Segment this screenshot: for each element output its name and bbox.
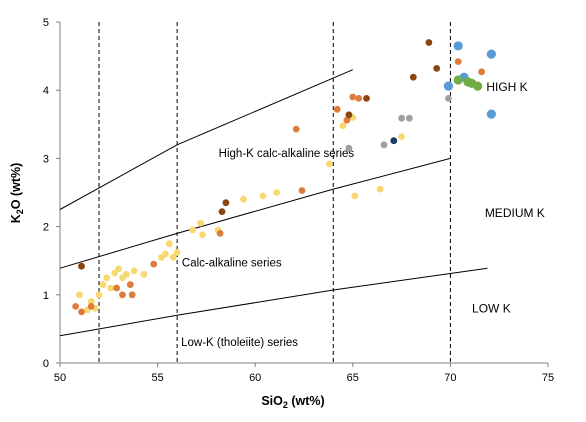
x-tick-label: 70 bbox=[444, 372, 456, 384]
data-point bbox=[406, 114, 413, 122]
data-point bbox=[273, 189, 281, 196]
data-point bbox=[453, 41, 463, 51]
data-point bbox=[454, 58, 462, 65]
data-point bbox=[333, 105, 341, 113]
data-point bbox=[216, 230, 224, 237]
data-point bbox=[107, 284, 115, 292]
data-point bbox=[445, 95, 452, 102]
data-point bbox=[398, 114, 405, 122]
annotation-label: LOW K bbox=[472, 301, 511, 315]
data-point bbox=[140, 270, 148, 278]
data-point bbox=[119, 291, 126, 299]
data-point bbox=[128, 291, 136, 299]
data-point bbox=[76, 291, 83, 299]
data-point bbox=[197, 219, 204, 227]
data-point bbox=[390, 137, 398, 145]
data-point bbox=[298, 187, 306, 194]
annotation-label: Low-K (tholeiite) series bbox=[181, 337, 298, 349]
y-tick-label: 0 bbox=[43, 358, 49, 370]
annotations: High-K calc-alkaline series Calc-alkaline… bbox=[181, 80, 545, 349]
data-point bbox=[292, 125, 300, 133]
boundary-line bbox=[59, 69, 353, 210]
data-point bbox=[345, 111, 353, 119]
data-point bbox=[78, 308, 85, 316]
annotation-label: Calc-alkaline series bbox=[182, 258, 282, 270]
data-point bbox=[355, 95, 363, 102]
tick-labels: 50 55 60 65 70 75 0 1 2 3 4 5 bbox=[43, 17, 554, 384]
y-axis-title: K2O (wt%) bbox=[9, 163, 25, 224]
data-point bbox=[380, 141, 388, 149]
data-point bbox=[123, 270, 130, 278]
y-tick-label: 2 bbox=[43, 222, 49, 234]
boundary-lines bbox=[59, 69, 488, 337]
boundary-line bbox=[59, 157, 451, 269]
data-point bbox=[87, 303, 95, 310]
data-point bbox=[409, 73, 417, 81]
data-point bbox=[130, 267, 138, 275]
x-tick-label: 75 bbox=[542, 372, 554, 384]
data-point bbox=[95, 291, 103, 299]
data-point bbox=[398, 133, 405, 141]
data-point bbox=[126, 281, 134, 288]
data-point bbox=[199, 231, 206, 239]
data-point bbox=[343, 116, 351, 124]
series-dividers bbox=[98, 22, 451, 363]
x-tick-label: 60 bbox=[249, 372, 261, 384]
data-point bbox=[189, 226, 197, 234]
data-point bbox=[72, 303, 79, 310]
data-point bbox=[473, 81, 483, 91]
data-point bbox=[345, 144, 353, 152]
data-point bbox=[240, 195, 247, 203]
data-point bbox=[433, 65, 441, 72]
annotation-label: High-K calc-alkaline series bbox=[219, 148, 355, 160]
data-point bbox=[162, 250, 169, 258]
x-tick-label: 55 bbox=[151, 372, 163, 384]
data-point bbox=[165, 240, 173, 248]
data-point bbox=[218, 208, 226, 216]
data-point bbox=[99, 281, 107, 288]
data-point bbox=[376, 185, 384, 193]
data-point bbox=[486, 49, 496, 59]
data-point bbox=[103, 274, 111, 282]
y-tick-label: 4 bbox=[43, 85, 49, 97]
data-point bbox=[113, 284, 120, 292]
data-point bbox=[443, 81, 453, 91]
data-points bbox=[72, 39, 496, 316]
data-point bbox=[326, 160, 333, 168]
data-point bbox=[222, 199, 230, 207]
boundary-line bbox=[59, 267, 488, 337]
x-axis-title: SiO2 (wt%) bbox=[261, 394, 324, 410]
data-point bbox=[486, 109, 496, 119]
data-point bbox=[173, 249, 181, 256]
data-point bbox=[87, 298, 95, 305]
data-point bbox=[478, 68, 485, 76]
data-point bbox=[351, 192, 359, 200]
y-tick-label: 3 bbox=[43, 153, 49, 165]
data-point bbox=[169, 253, 177, 261]
data-point bbox=[349, 93, 357, 101]
y-tick-label: 5 bbox=[43, 17, 49, 29]
data-point bbox=[115, 265, 122, 273]
data-point bbox=[425, 39, 433, 46]
y-tick-label: 1 bbox=[43, 290, 49, 302]
data-point bbox=[363, 95, 370, 102]
data-point bbox=[150, 260, 158, 268]
data-point bbox=[78, 262, 85, 270]
data-point bbox=[259, 192, 267, 200]
data-point bbox=[453, 75, 463, 85]
x-tick-label: 50 bbox=[54, 372, 66, 384]
x-tick-label: 65 bbox=[347, 372, 359, 384]
annotation-label: MEDIUM K bbox=[485, 206, 545, 220]
data-point bbox=[339, 122, 347, 130]
axes bbox=[56, 21, 549, 367]
annotation-label: HIGH K bbox=[486, 80, 527, 94]
